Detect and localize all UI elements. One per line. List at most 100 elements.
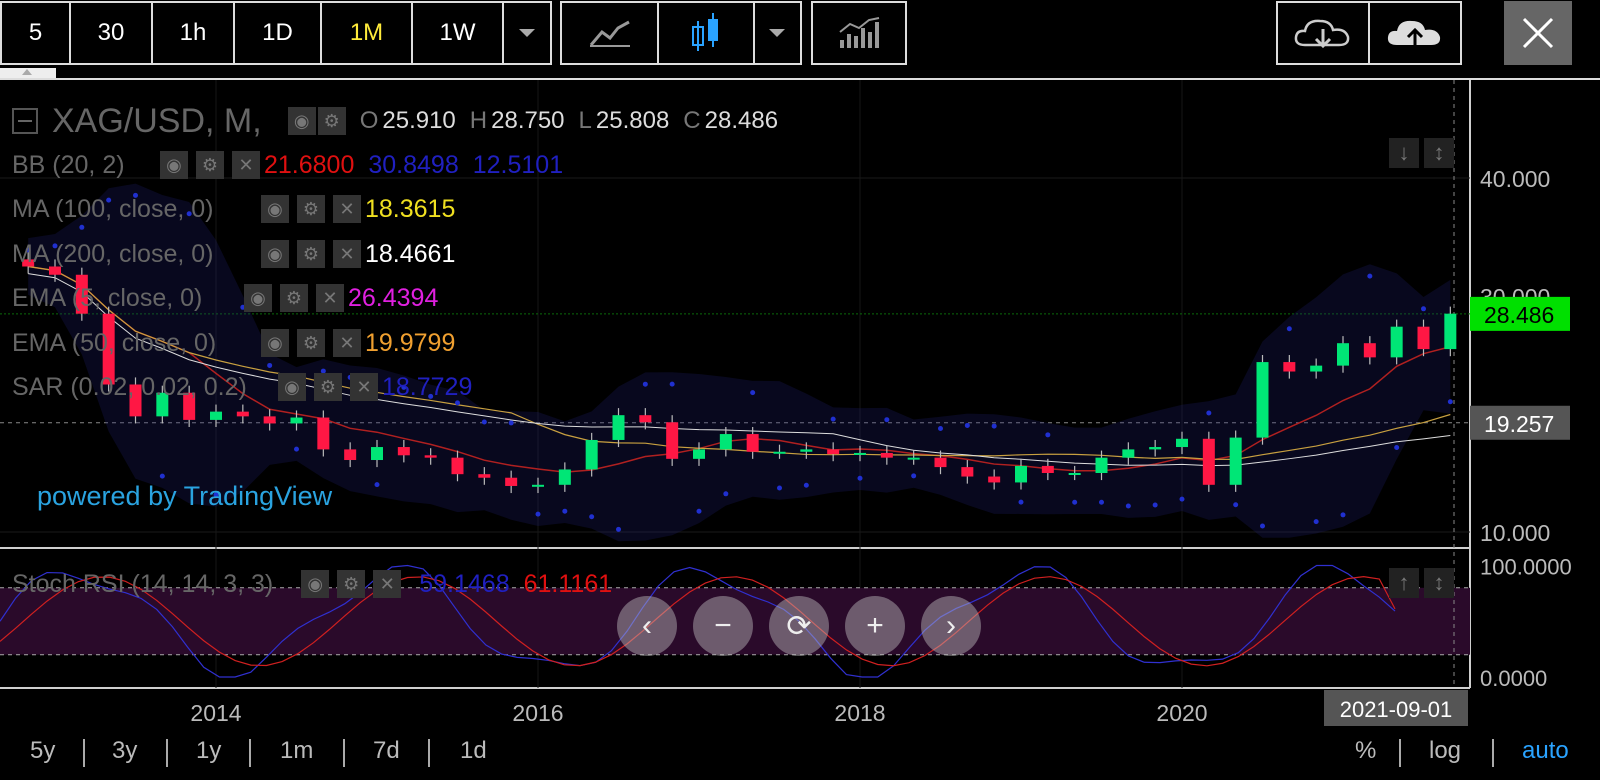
candle-body (156, 392, 169, 417)
sar-dot (294, 446, 299, 452)
eye-icon[interactable]: ◉ (244, 284, 272, 312)
candle-body (1149, 447, 1162, 450)
time-tick: 2016 (512, 700, 563, 726)
candle-body (907, 457, 920, 460)
candle-body (612, 415, 625, 440)
gear-icon[interactable]: ⚙ (297, 240, 325, 268)
range-1m[interactable]: 1m (280, 737, 314, 764)
scroll-right-button[interactable]: › (921, 596, 981, 656)
indicator-name: MA (200, close, 0) (12, 239, 214, 268)
remove-icon[interactable]: ✕ (232, 151, 260, 179)
range-5y[interactable]: 5y (30, 737, 56, 764)
panel-scroll-thumb[interactable] (0, 68, 56, 78)
interval-1m[interactable]: 1M (322, 3, 413, 63)
candle-body (1337, 343, 1349, 366)
interval-1h[interactable]: 1h (153, 3, 235, 63)
interval-5[interactable]: 5 (2, 3, 71, 63)
close-icon[interactable] (1504, 1, 1572, 65)
candle-body (22, 259, 35, 267)
zoom-out-button[interactable]: − (693, 596, 753, 656)
gear-icon[interactable]: ⚙ (280, 284, 308, 312)
interval-dropdown-icon[interactable] (504, 3, 550, 63)
sar-dot (1072, 499, 1078, 505)
indicator-legend-row: EMA (50, close, 0) ◉ ⚙ ✕ 19.9799 (12, 328, 455, 358)
interval-1d[interactable]: 1D (235, 3, 322, 63)
range-3y[interactable]: 3y (112, 737, 138, 764)
gear-icon[interactable]: ⚙ (317, 107, 346, 135)
candle-body (558, 469, 571, 485)
sar-dot (616, 526, 621, 532)
stoch-eye-icon[interactable]: ◉ (301, 570, 330, 598)
gear-icon[interactable]: ⚙ (297, 195, 325, 223)
crosshair-date-label: 2021-09-01 (1340, 697, 1453, 722)
remove-icon[interactable]: ✕ (333, 195, 361, 223)
candle-body (102, 313, 115, 385)
range-1d[interactable]: 1d (460, 737, 487, 764)
gear-icon[interactable]: ⚙ (297, 329, 325, 357)
sar-dot (1125, 503, 1131, 509)
indicator-value: 30.8498 (368, 150, 459, 179)
candle-body (75, 274, 88, 314)
indicator-value: 26.4394 (348, 283, 439, 312)
cloud-upload-icon[interactable] (1370, 3, 1460, 63)
gear-icon[interactable]: ⚙ (196, 151, 224, 179)
stoch-expand-icon[interactable]: ↕ (1424, 568, 1454, 598)
cloud-download-icon[interactable] (1278, 3, 1370, 63)
eye-icon[interactable]: ◉ (160, 151, 188, 179)
candle-body (585, 439, 598, 470)
scroll-left-button[interactable]: ‹ (617, 596, 677, 656)
range-7d[interactable]: 7d (373, 737, 400, 764)
sar-dot (1340, 512, 1346, 518)
sar-dot (964, 422, 970, 428)
mode-percent[interactable]: % (1355, 737, 1377, 764)
pane-expand-icon[interactable]: ↕ (1424, 138, 1454, 168)
chart-type-dropdown-icon[interactable] (755, 3, 800, 63)
remove-icon[interactable]: ✕ (316, 284, 344, 312)
remove-icon[interactable]: ✕ (333, 329, 361, 357)
candle-body (1444, 313, 1457, 350)
remove-icon[interactable]: ✕ (350, 373, 378, 401)
sar-dot (52, 243, 58, 249)
price-chart[interactable]: 40.00030.00010.00028.48619.257100.00000.… (0, 80, 1600, 780)
candle-body (505, 477, 518, 486)
reset-icon: ⟳ (786, 609, 812, 643)
candle-body (934, 457, 947, 468)
eye-icon[interactable]: ◉ (261, 240, 289, 268)
indicator-value: 21.6800 (264, 150, 355, 179)
stoch-d-value: 61.1161 (523, 569, 613, 598)
collapse-legend-icon[interactable] (12, 108, 38, 134)
crosshair-price-label: 19.257 (1484, 411, 1554, 437)
candle-body (451, 457, 464, 475)
eye-icon[interactable]: ◉ (278, 373, 306, 401)
reset-button[interactable]: ⟳ (769, 596, 829, 656)
candlestick-icon[interactable] (659, 3, 755, 63)
indicator-name: MA (100, close, 0) (12, 194, 214, 223)
stoch-up-icon[interactable]: ↑ (1389, 568, 1419, 598)
eye-icon[interactable]: ◉ (261, 329, 289, 357)
line-chart-icon[interactable] (562, 3, 660, 63)
mode-log[interactable]: log (1429, 737, 1462, 764)
candle-body (854, 452, 866, 455)
eye-icon[interactable]: ◉ (287, 107, 316, 135)
stoch-legend: Stoch RSI (14, 14, 3, 3) ◉ ⚙ ✕ 59.1468 6… (12, 569, 612, 599)
candle-body (1256, 362, 1269, 438)
mode-auto[interactable]: auto (1522, 737, 1569, 764)
candle-body (371, 447, 383, 461)
sar-dot (1286, 326, 1292, 332)
ohlc-open: O 25.910 (359, 107, 456, 134)
candle-body (263, 416, 276, 424)
stoch-tick: 0.0000 (1480, 666, 1547, 691)
range-1y[interactable]: 1y (196, 737, 222, 764)
eye-icon[interactable]: ◉ (261, 195, 289, 223)
pane-down-icon[interactable]: ↓ (1389, 138, 1419, 168)
gear-icon[interactable]: ⚙ (314, 373, 342, 401)
indicators-icon[interactable] (813, 3, 905, 63)
zoom-in-button[interactable]: + (845, 596, 905, 656)
interval-30[interactable]: 30 (71, 3, 153, 63)
stoch-remove-icon[interactable]: ✕ (373, 570, 402, 598)
remove-icon[interactable]: ✕ (333, 240, 361, 268)
stoch-gear-icon[interactable]: ⚙ (337, 570, 366, 598)
indicator-legend-row: MA (200, close, 0) ◉ ⚙ ✕ 18.4661 (12, 239, 455, 269)
sar-dot (884, 417, 890, 423)
interval-1w[interactable]: 1W (413, 3, 504, 63)
